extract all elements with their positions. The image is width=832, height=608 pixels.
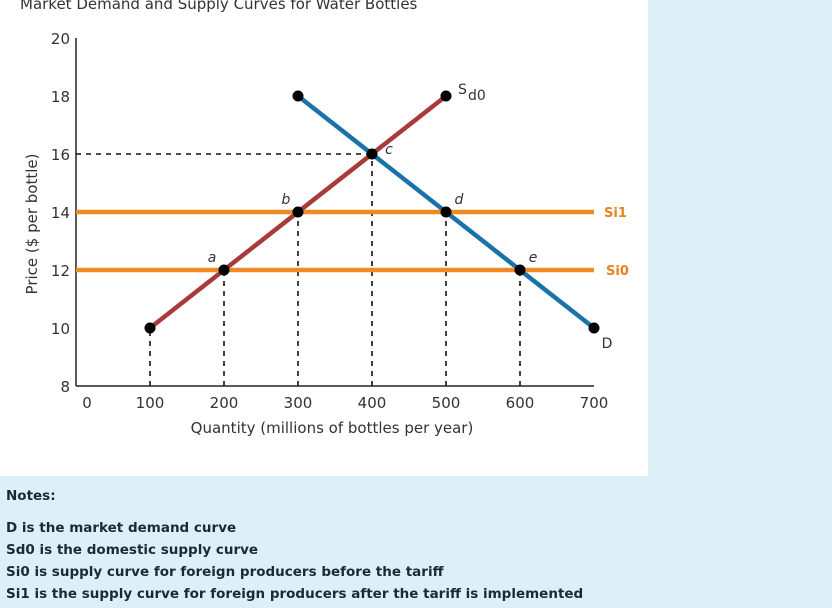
domestic-supply-label: S [458, 82, 467, 98]
x-tick-label: 300 [284, 394, 313, 412]
point-label-a: a [208, 250, 217, 266]
point-label-b: b [282, 192, 291, 208]
x-tick-label: 600 [506, 394, 535, 412]
point-label-c: c [385, 142, 393, 158]
data-point-marker [440, 206, 452, 218]
point-label-d: d [455, 192, 464, 208]
y-tick-label: 12 [51, 262, 70, 280]
note-item: Sd0 is the domestic supply curve [6, 542, 259, 558]
y-tick-label: 8 [60, 378, 70, 396]
note-item: D is the market demand curve [6, 520, 237, 536]
y-tick-label: 10 [51, 320, 70, 338]
data-point-marker [588, 322, 600, 334]
demand-curve-label: D [602, 336, 613, 352]
x-tick-label: 200 [210, 394, 239, 412]
x-tick-label: 700 [580, 394, 609, 412]
x-tick-label: 0 [82, 394, 92, 412]
notes-panel: Notes: D is the market demand curve Sd0 … [6, 488, 646, 605]
data-point-marker [218, 264, 230, 276]
notes-list: D is the market demand curve Sd0 is the … [6, 517, 646, 605]
data-point-marker [514, 264, 526, 276]
si1-label: Si1 [604, 206, 627, 221]
y-axis-title: Price ($ per bottle) [23, 154, 41, 295]
y-tick-label: 14 [51, 204, 70, 222]
data-point-marker [292, 206, 304, 218]
x-tick-label: 500 [432, 394, 461, 412]
note-item: Si0 is supply curve for foreign producer… [6, 564, 444, 580]
notes-title: Notes: [6, 488, 56, 504]
domestic-supply-label-subscript: d0 [468, 88, 486, 104]
x-axis-title: Quantity (millions of bottles per year) [191, 419, 474, 437]
note-item: Si1 is the supply curve for foreign prod… [6, 586, 584, 602]
data-point-marker [440, 90, 452, 102]
data-point-marker [366, 148, 378, 160]
y-tick-label: 18 [51, 88, 70, 106]
y-tick-label: 20 [51, 30, 70, 48]
y-tick-label: 16 [51, 146, 70, 164]
supply-demand-chart: Market Demand and Supply Curves for Wate… [20, 0, 629, 437]
data-point-marker [292, 90, 304, 102]
point-label-e: e [529, 250, 538, 266]
si0-label: Si0 [606, 264, 629, 279]
chart-panel: Market Demand and Supply Curves for Wate… [0, 0, 648, 476]
chart-title: Market Demand and Supply Curves for Wate… [20, 0, 418, 13]
x-tick-label: 100 [136, 394, 165, 412]
data-point-marker [144, 322, 156, 334]
x-tick-label: 400 [358, 394, 387, 412]
